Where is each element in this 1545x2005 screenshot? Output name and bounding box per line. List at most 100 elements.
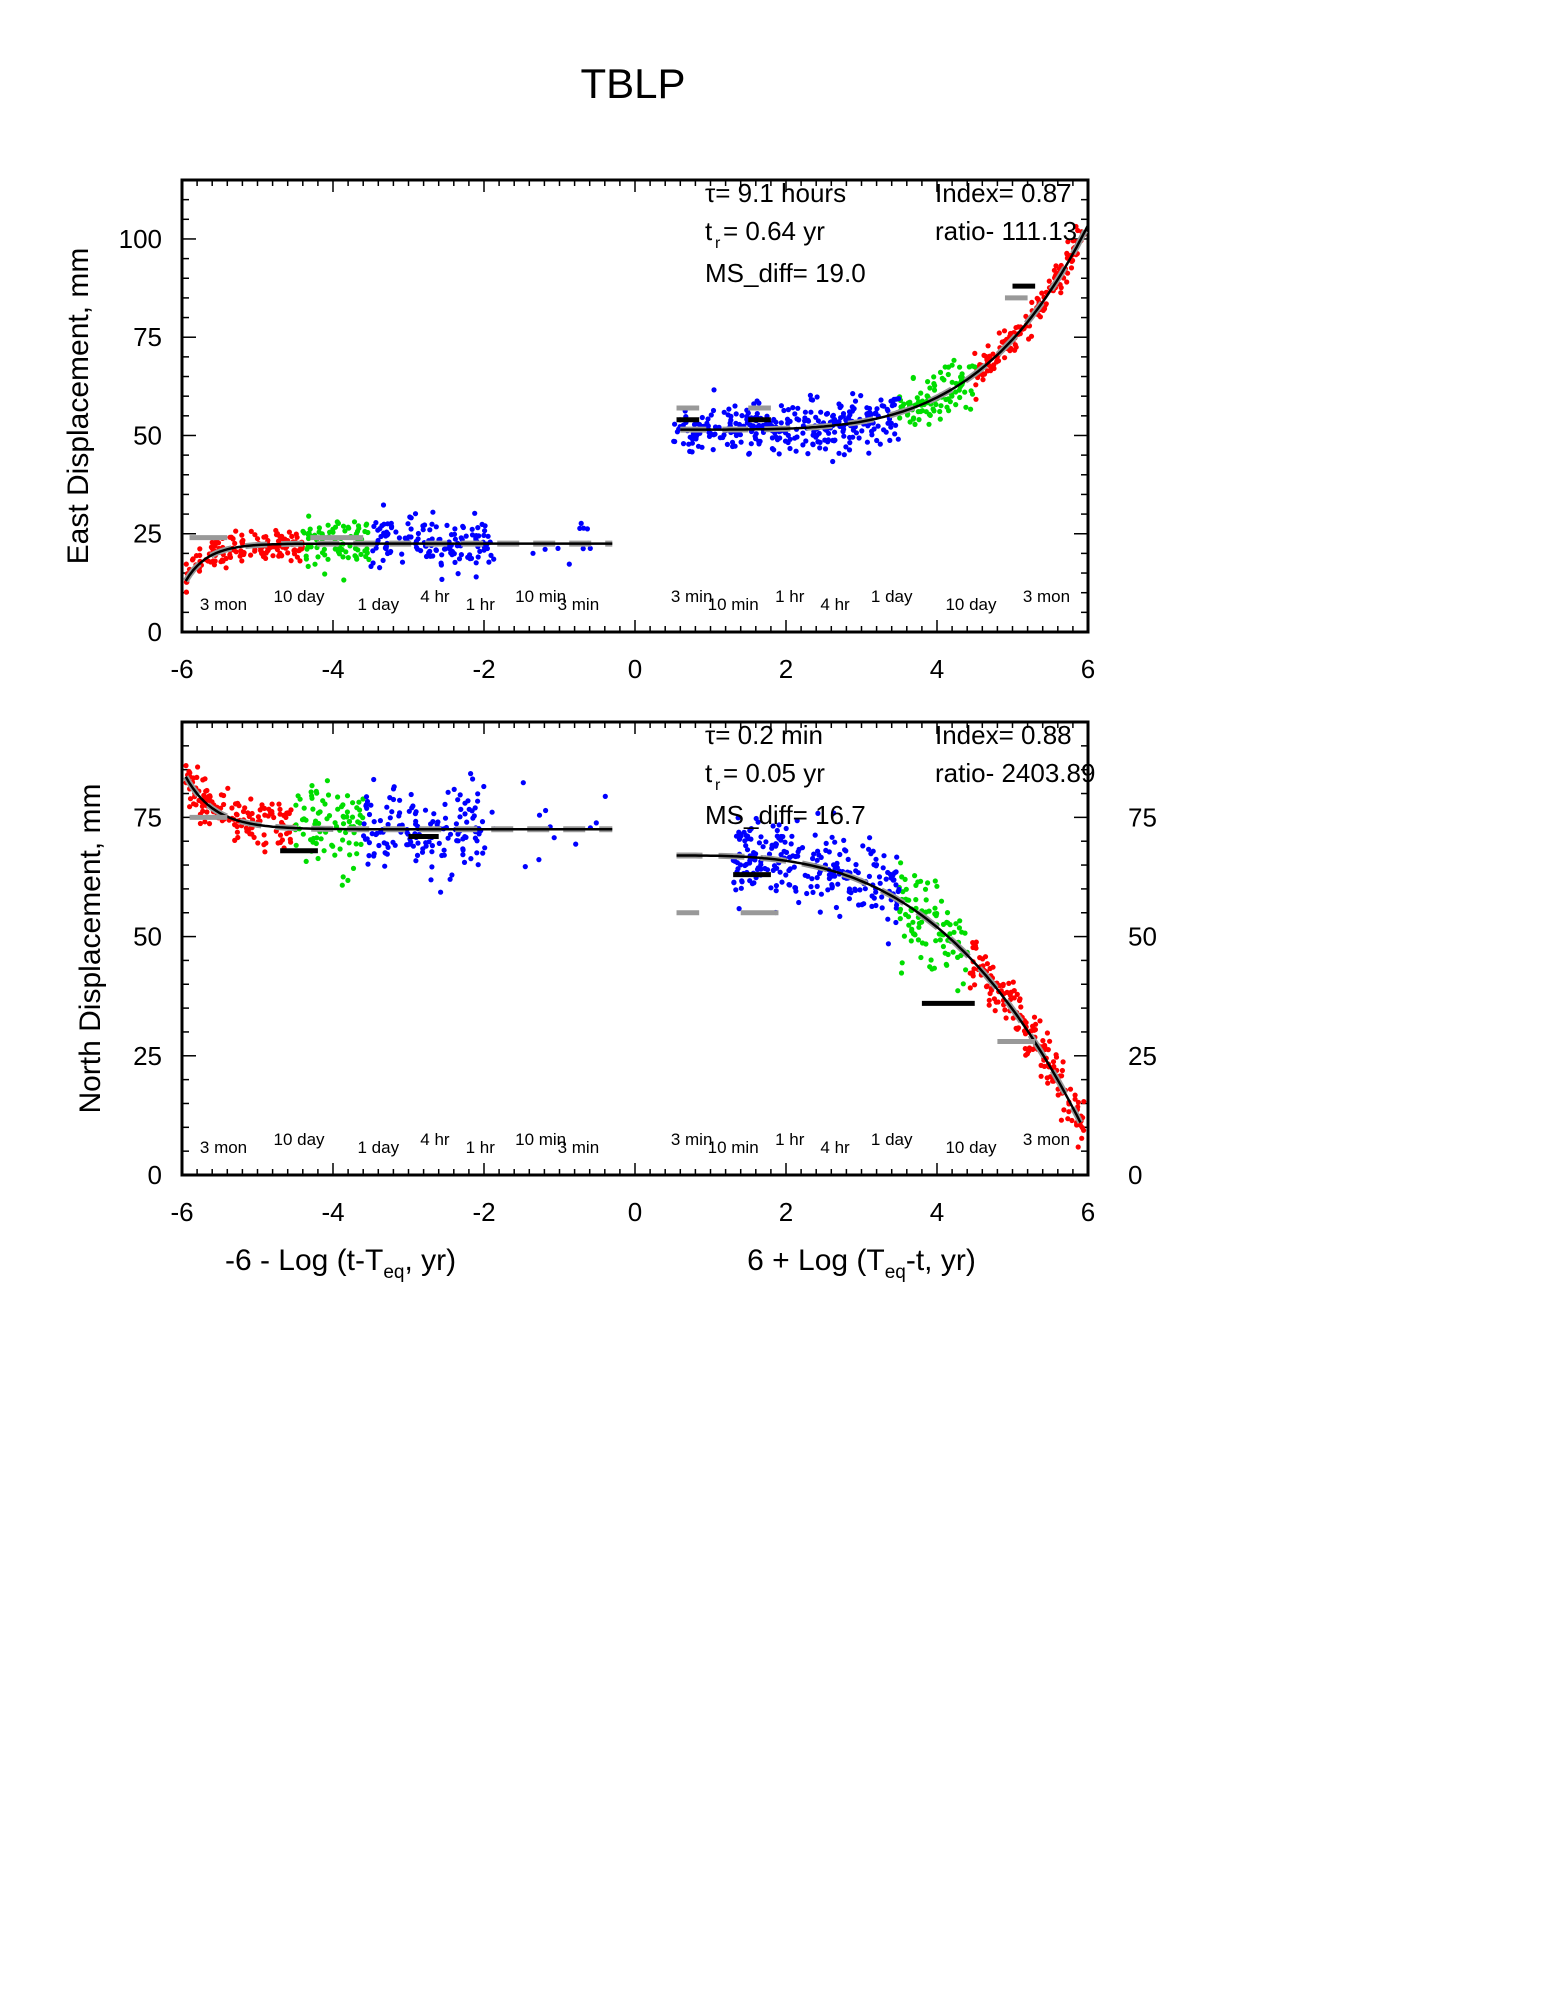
data-point xyxy=(883,876,889,882)
data-point xyxy=(344,793,351,799)
x-tick-label: 2 xyxy=(779,654,793,684)
data-point xyxy=(1059,1073,1065,1079)
data-point xyxy=(449,552,455,558)
data-point xyxy=(239,558,245,564)
data-point xyxy=(980,377,986,383)
data-point xyxy=(813,434,819,440)
data-point xyxy=(202,819,208,825)
data-point xyxy=(730,443,737,449)
data-point xyxy=(187,804,193,810)
data-point xyxy=(885,916,891,922)
data-point xyxy=(1060,1059,1066,1065)
data-point xyxy=(295,548,302,554)
data-point xyxy=(377,565,383,571)
data-point xyxy=(1018,1004,1024,1010)
y-tick-label: 0 xyxy=(148,1160,162,1190)
data-point xyxy=(277,806,283,813)
data-point xyxy=(587,545,593,552)
time-label: 10 day xyxy=(945,595,997,614)
data-point xyxy=(862,886,868,892)
data-point xyxy=(746,450,753,456)
data-point xyxy=(788,841,794,847)
time-label: 3 min xyxy=(671,1130,713,1149)
data-point xyxy=(418,548,424,554)
data-point xyxy=(744,407,750,413)
data-point xyxy=(293,802,299,808)
data-point xyxy=(435,819,441,825)
data-point xyxy=(832,429,838,435)
data-point xyxy=(984,961,991,967)
data-point xyxy=(313,818,319,824)
y-tick-label: 50 xyxy=(133,922,162,952)
data-point xyxy=(262,812,268,818)
data-point xyxy=(1041,1063,1047,1069)
time-label: 1 hr xyxy=(466,595,496,614)
data-point xyxy=(332,820,338,826)
data-point xyxy=(1006,980,1012,987)
data-point xyxy=(207,793,213,799)
data-point xyxy=(748,441,754,447)
data-point xyxy=(479,819,486,825)
annotation-ms-diff: MS_diff= 16.7 xyxy=(705,800,866,830)
data-point xyxy=(413,544,420,550)
data-point xyxy=(753,815,759,822)
data-point xyxy=(543,807,549,814)
data-point xyxy=(358,551,364,558)
data-point xyxy=(354,851,360,857)
data-point xyxy=(1044,1030,1050,1036)
data-point xyxy=(252,532,258,538)
data-point xyxy=(826,872,833,878)
data-point xyxy=(475,798,481,804)
data-point xyxy=(994,357,1000,364)
data-point xyxy=(277,832,284,838)
data-point xyxy=(814,875,820,881)
data-point xyxy=(908,938,914,944)
data-point xyxy=(1017,996,1023,1002)
data-point xyxy=(580,546,586,552)
data-point xyxy=(919,919,925,925)
data-point xyxy=(275,538,282,544)
data-point xyxy=(431,811,437,817)
data-point xyxy=(916,924,922,930)
data-point xyxy=(312,561,318,567)
data-point xyxy=(824,410,831,417)
north-panel: -6 -4 -2 0 2 4 6 0 25 50 75 0 25 50 75 North Displaceme… xyxy=(74,720,1157,1283)
data-point xyxy=(346,818,353,825)
data-point xyxy=(910,416,916,422)
data-point xyxy=(905,400,911,406)
data-point xyxy=(473,574,479,580)
data-point xyxy=(199,803,205,810)
x-tick-label: 2 xyxy=(779,1197,793,1227)
data-point xyxy=(834,860,840,867)
time-label: 4 hr xyxy=(420,1130,450,1149)
data-point xyxy=(303,858,309,865)
data-point xyxy=(362,836,369,842)
data-point xyxy=(832,839,838,845)
data-point xyxy=(1055,1092,1061,1098)
data-point xyxy=(462,834,468,840)
y-tick-label: 50 xyxy=(133,420,162,450)
data-point xyxy=(778,852,784,858)
time-label: 1 hr xyxy=(775,587,805,606)
data-point xyxy=(818,854,824,861)
data-point xyxy=(389,809,395,815)
data-point xyxy=(831,810,837,816)
data-point xyxy=(451,531,458,537)
data-point xyxy=(451,786,457,793)
data-point xyxy=(943,396,949,403)
data-point xyxy=(810,397,816,403)
data-points xyxy=(183,763,1087,1150)
data-point xyxy=(551,835,557,841)
data-point xyxy=(762,865,768,872)
data-point xyxy=(233,528,239,534)
data-point xyxy=(967,985,973,991)
fit-curve-gray-left xyxy=(183,775,613,833)
data-point xyxy=(414,852,421,859)
data-point xyxy=(852,886,858,892)
data-point xyxy=(388,548,394,555)
data-point xyxy=(1051,267,1057,273)
data-point xyxy=(680,441,687,447)
data-point xyxy=(183,589,189,595)
data-point xyxy=(925,379,931,385)
